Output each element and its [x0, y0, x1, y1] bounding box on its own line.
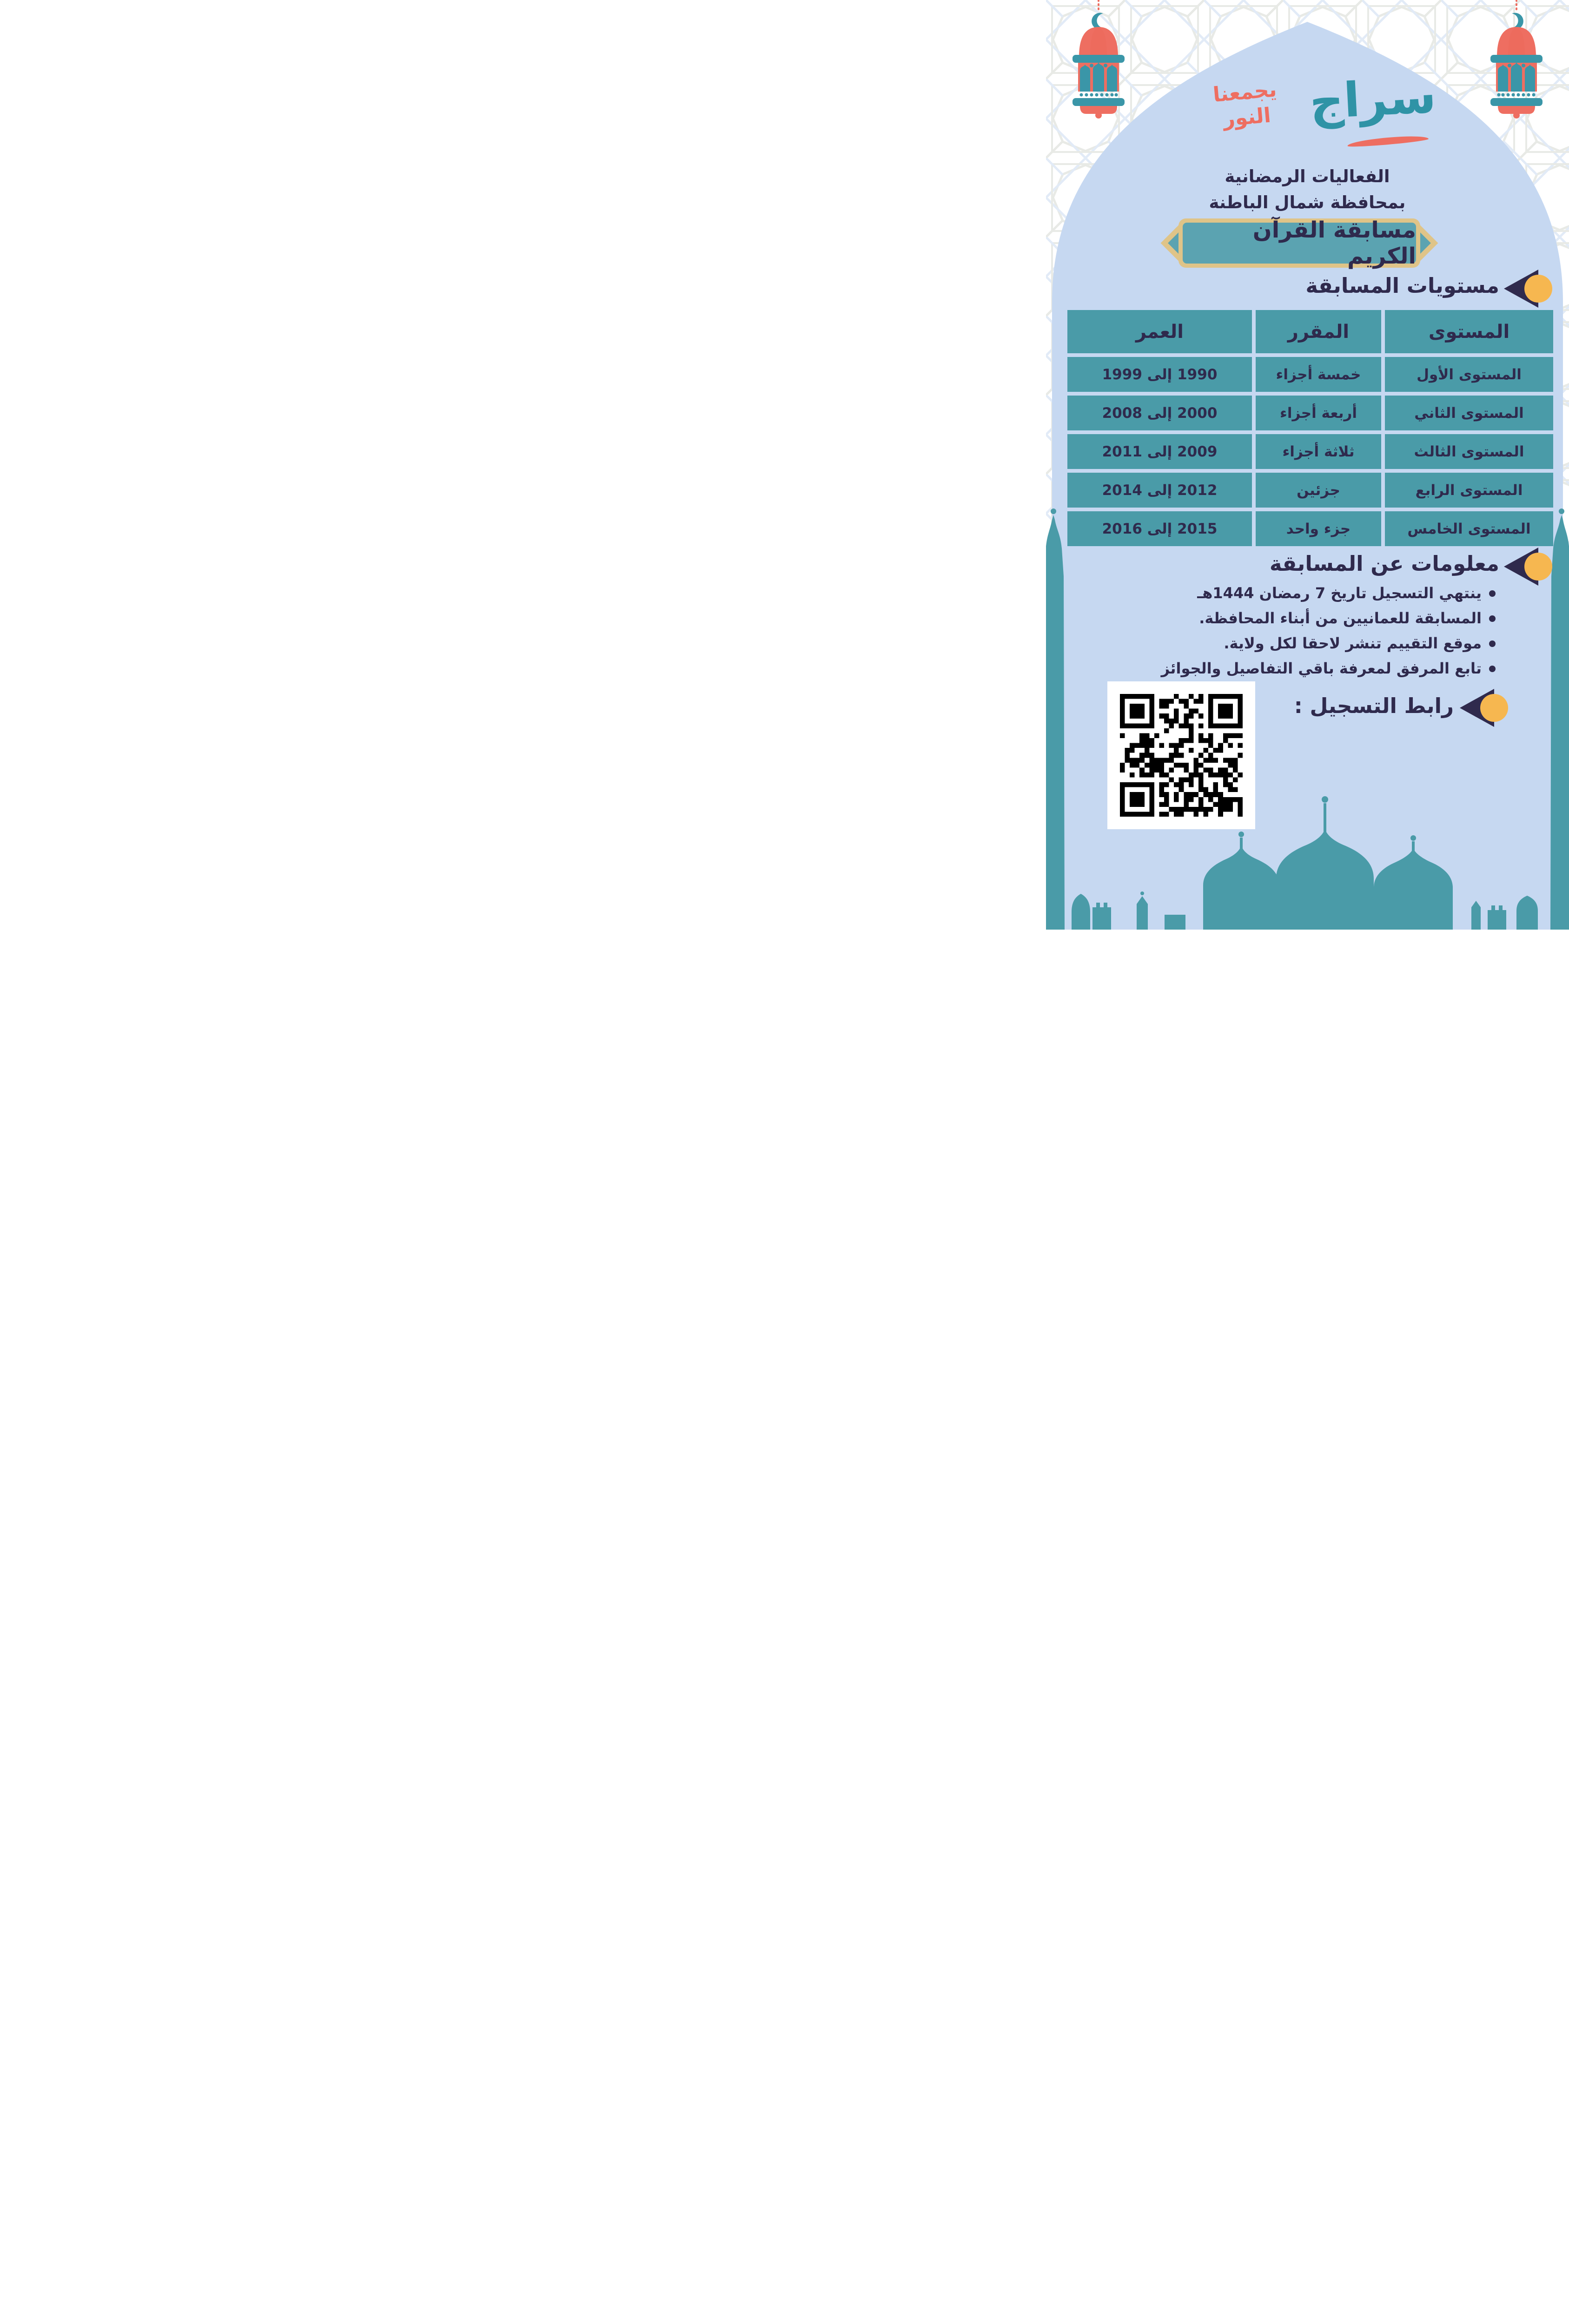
table-cell: 1990 إلى 1999: [1067, 357, 1252, 392]
mosque-silhouette: [1046, 508, 1569, 930]
table-cell: أربعة أجزاء: [1256, 396, 1381, 430]
table-cell: 2009 إلى 2011: [1067, 434, 1252, 469]
circle-accent-icon: [1480, 694, 1508, 722]
table-cell: خمسة أجزاء: [1256, 357, 1381, 392]
registration-section-heading: رابط التسجيل :: [1294, 693, 1454, 718]
circle-accent-icon: [1524, 553, 1552, 581]
table-header-cell: المقرر: [1256, 310, 1381, 353]
bullet-dot-icon: [1489, 615, 1496, 622]
circle-accent-icon: [1524, 275, 1552, 303]
table-header-cell: العمر: [1067, 310, 1252, 353]
info-bullet: تابع المرفق لمعرفة باقي التفاصيل والجوائ…: [1110, 659, 1496, 678]
bullet-dot-icon: [1489, 640, 1496, 647]
table-cell: 2000 إلى 2008: [1067, 396, 1252, 430]
logo-text: سراج: [1308, 68, 1438, 131]
info-bullet: المسابقة للعمانيين من أبناء المحافظة.: [1110, 609, 1496, 627]
levels-section-heading: مستويات المسابقة: [1305, 273, 1499, 298]
brand-slogan: يجمعنا النور: [1200, 76, 1292, 133]
qr-code: [1107, 681, 1255, 829]
table-cell: المستوى الثاني: [1385, 396, 1553, 430]
subtitle-line: الفعاليات الرمضانية: [1225, 166, 1390, 186]
table-cell: المستوى الرابع: [1385, 473, 1553, 508]
table-cell: جزئين: [1256, 473, 1381, 508]
levels-table: المستوى المقرر العمر المستوى الأول خمسة أجزا…: [1067, 310, 1553, 546]
crescent-moon-icon: [1092, 13, 1105, 30]
subtitle-line: بمحافظة شمال الباطنة: [1209, 192, 1406, 212]
table-header-cell: المستوى: [1385, 310, 1553, 353]
table-cell: المستوى الثالث: [1385, 434, 1553, 469]
info-bullet-list: ينتهي التسجيل تاريخ 7 رمضان 1444هـ المساب…: [1110, 584, 1496, 684]
table-cell: ثلاثة أجزاء: [1256, 434, 1381, 469]
bullet-dot-icon: [1489, 590, 1496, 597]
event-subtitle: الفعاليات الرمضانية بمحافظة شمال الباطنة: [1159, 164, 1456, 215]
bullet-dot-icon: [1489, 666, 1496, 672]
table-cell: جزء واحد: [1256, 511, 1381, 546]
table-cell: 2015 إلى 2016: [1067, 511, 1252, 546]
bullet-text: موقع التقييم تنشر لاحقا لكل ولاية.: [1224, 634, 1482, 652]
bullet-text: تابع المرفق لمعرفة باقي التفاصيل والجوائ…: [1161, 660, 1482, 677]
page-title: مسابقة القرآن الكريم: [1252, 217, 1416, 269]
brand-logo: سراج: [1299, 68, 1446, 131]
poster: يجمعنا النور سراج الفعاليات الرمضانية بم…: [1046, 0, 1569, 930]
ramadan-lantern-icon: [1490, 0, 1543, 119]
bullet-text: المسابقة للعمانيين من أبناء المحافظة.: [1199, 609, 1482, 627]
info-bullet: موقع التقييم تنشر لاحقا لكل ولاية.: [1110, 634, 1496, 653]
left-triangle-bullet-icon: [1460, 689, 1509, 727]
crescent-moon-icon: [1510, 13, 1523, 30]
left-triangle-bullet-icon: [1504, 270, 1553, 308]
info-section-heading: معلومات عن المسابقة: [1269, 551, 1499, 576]
info-bullet: ينتهي التسجيل تاريخ 7 رمضان 1444هـ: [1110, 584, 1496, 602]
table-cell: المستوى الأول: [1385, 357, 1553, 392]
title-frame: مسابقة القرآن الكريم: [1160, 217, 1438, 269]
left-triangle-bullet-icon: [1504, 548, 1553, 586]
table-cell: المستوى الخامس: [1385, 511, 1553, 546]
ramadan-lantern-icon: [1072, 0, 1125, 119]
table-cell: 2012 إلى 2014: [1067, 473, 1252, 508]
bullet-text: ينتهي التسجيل تاريخ 7 رمضان 1444هـ: [1197, 584, 1482, 602]
